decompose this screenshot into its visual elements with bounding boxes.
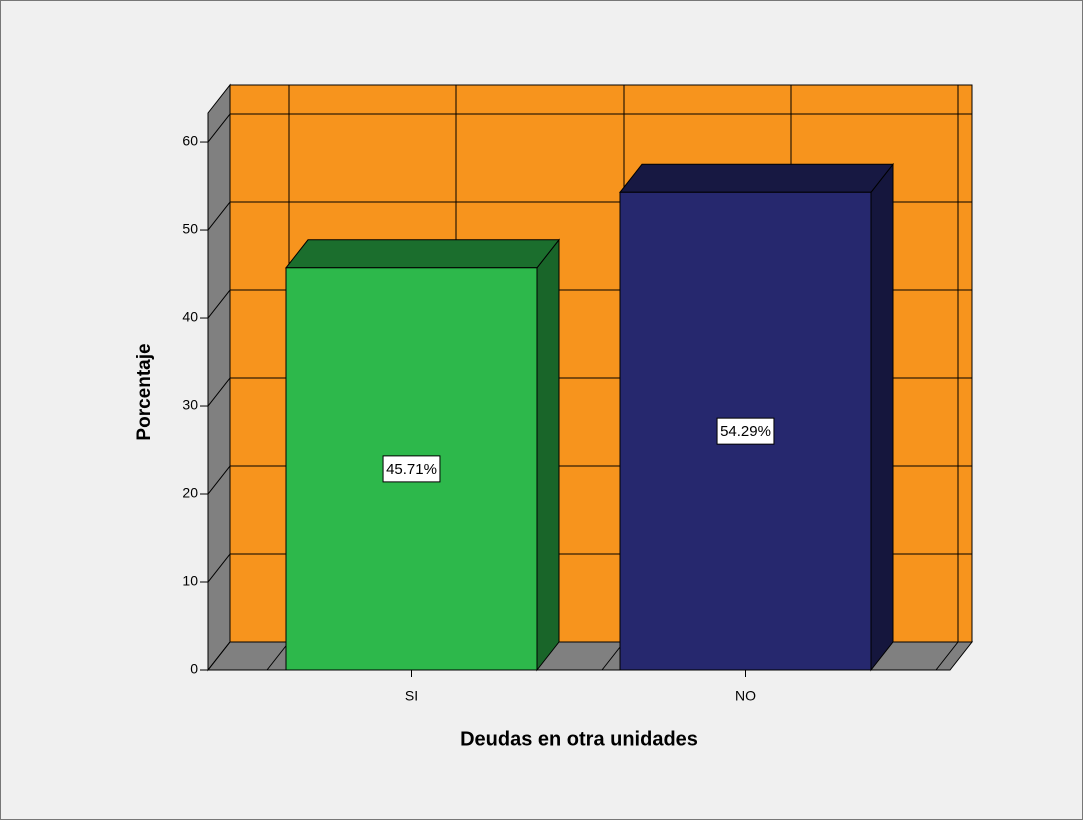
side-grid-line <box>207 113 231 143</box>
x-axis-label: Deudas en otra unidades <box>460 728 698 750</box>
value-label: 45.71% <box>386 461 437 478</box>
bar-top <box>618 163 895 193</box>
y-tick-label: 0 <box>190 661 198 677</box>
x-tick-label: SI <box>405 688 418 704</box>
y-tick-label: 50 <box>182 221 198 237</box>
bar-side <box>536 238 560 672</box>
bar-side <box>870 162 894 672</box>
x-tick-label: NO <box>735 688 756 704</box>
value-label-box <box>382 455 441 483</box>
side-grid-line <box>207 377 231 407</box>
floor-line <box>935 641 959 671</box>
y-tick-label: 30 <box>182 397 198 413</box>
value-label: 54.29% <box>720 423 771 440</box>
y-tick-label: 20 <box>182 485 198 501</box>
floor-line <box>266 641 290 671</box>
y-tick-label: 40 <box>182 309 198 325</box>
side-grid-line <box>207 641 231 671</box>
y-tick-label: 60 <box>182 133 198 149</box>
y-tick-label: 10 <box>182 573 198 589</box>
y-axis-label: Porcentaje <box>134 343 155 440</box>
side-grid-line <box>207 465 231 495</box>
side-wall <box>207 83 231 672</box>
side-grid-line <box>207 553 231 583</box>
bar-top <box>284 239 561 269</box>
side-grid-line <box>207 289 231 319</box>
side-grid-line <box>207 201 231 231</box>
value-label-box <box>716 417 775 445</box>
